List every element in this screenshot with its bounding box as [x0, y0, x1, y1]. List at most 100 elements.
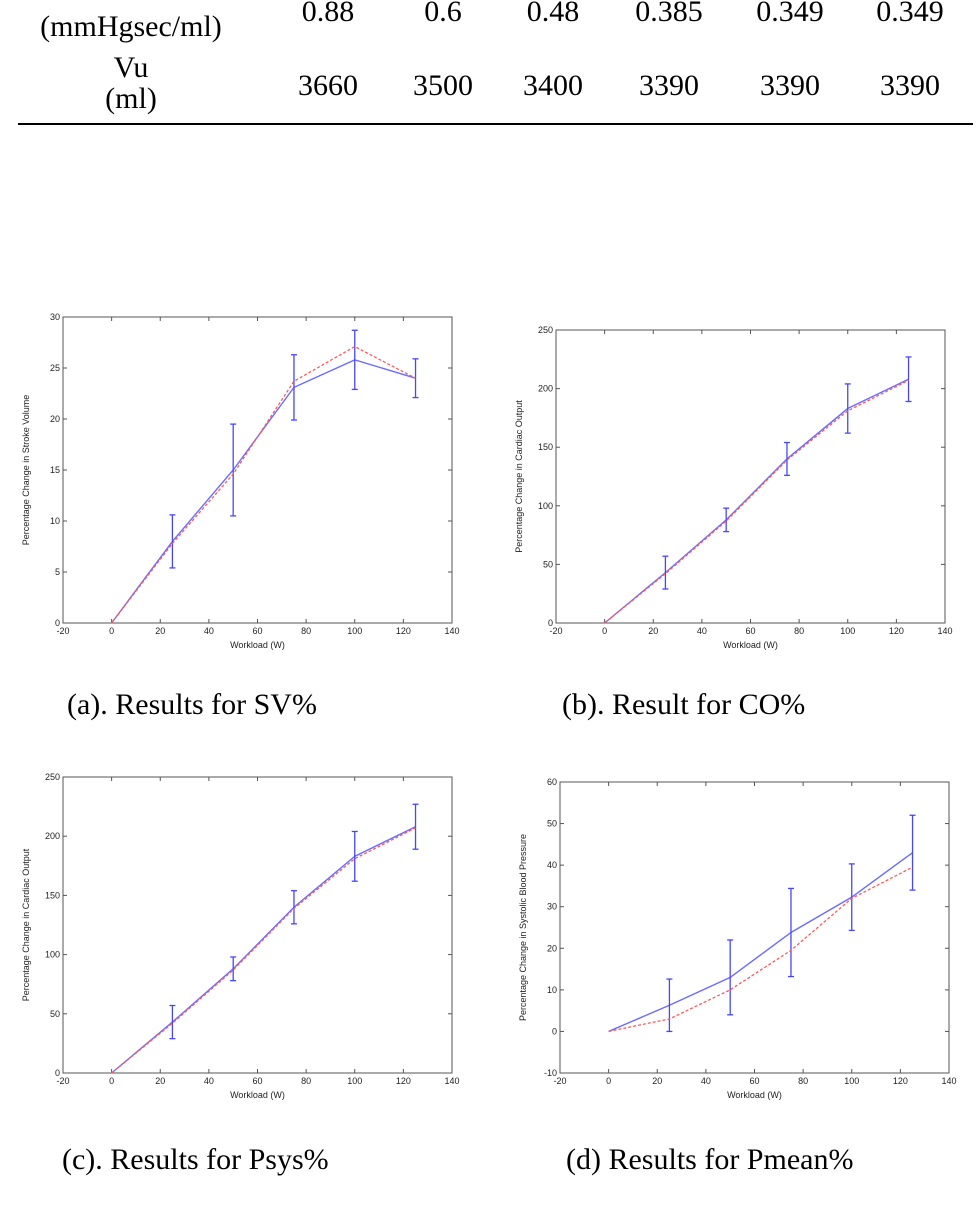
figure-a: -20 0 20 40 60 80 100 120 140 0 5 10 15 20 25 30 Workloa…: [15, 305, 470, 665]
table-cell: 3390: [639, 69, 699, 102]
plot-frame: [62, 776, 453, 1074]
y-tick-label: 0: [55, 1068, 60, 1078]
y-tick-label: 150: [538, 442, 553, 452]
table-row: Vu (ml) 3660 3500 3400 3390 3390 3390: [0, 52, 977, 122]
table-cell: 0.349: [756, 0, 824, 28]
x-tick-label: 0: [606, 1076, 611, 1086]
caption-d: (d) Results for Pmean%: [566, 1143, 854, 1176]
table-cell: 0.48: [526, 0, 580, 28]
x-tick-label: 60: [749, 1076, 759, 1086]
x-tick-label: 40: [204, 626, 214, 636]
x-axis-label: Workload (W): [230, 640, 285, 650]
measured-data-line: [111, 827, 416, 1074]
y-tick-label: 0: [548, 618, 553, 628]
y-tick-label: 0: [55, 618, 60, 628]
model-line: [604, 378, 909, 624]
x-tick-label: 140: [941, 1076, 956, 1086]
x-tick-label: 20: [648, 626, 658, 636]
figure-d: -20 0 20 40 60 80 100 120 140 -10 0 10 20 30 40 50 60 Wor…: [512, 770, 967, 1115]
x-tick-label: 140: [444, 626, 459, 636]
x-tick-label: 20: [155, 626, 165, 636]
parameter-table-fragment: (mmHgsec/ml) 0.88 0.6 0.48 0.385 0.349 0…: [0, 0, 977, 130]
x-axis-label: Workload (W): [230, 1090, 285, 1100]
chart-pmean: -20 0 20 40 60 80 100 120 140 -10 0 10 20 30 40 50 60 Wor…: [518, 777, 957, 1100]
caption-c: (c). Results for Psys%: [62, 1143, 329, 1176]
y-tick-label: 40: [547, 860, 557, 870]
row-label: (mmHgsec/ml): [40, 10, 222, 43]
y-tick-label: 30: [547, 902, 557, 912]
x-tick-label: 100: [347, 1076, 362, 1086]
plot-frame: [62, 316, 453, 624]
y-tick-label: 100: [538, 501, 553, 511]
y-tick-label: 20: [50, 414, 60, 424]
table-bottom-rule: [18, 123, 973, 125]
table-cell: 0.349: [876, 0, 944, 28]
y-tick-label: 60: [547, 777, 557, 787]
plot-frame: [555, 329, 946, 624]
x-tick-label: 120: [396, 626, 411, 636]
y-tick-label: 50: [543, 559, 553, 569]
x-tick-label: -20: [553, 1076, 566, 1086]
table-cell: 3390: [880, 69, 940, 102]
x-axis-label: Workload (W): [727, 1090, 782, 1100]
chart-co: -20 0 20 40 60 80 100 120 140050100150200250Work…: [514, 325, 953, 650]
x-tick-label: 80: [794, 626, 804, 636]
y-tick-label: 25: [50, 363, 60, 373]
y-tick-label: 30: [50, 312, 60, 322]
x-tick-label: 20: [652, 1076, 662, 1086]
x-tick-label: 120: [396, 1076, 411, 1086]
x-tick-label: 40: [697, 626, 707, 636]
x-axis-label: Workload (W): [723, 640, 778, 650]
x-tick-label: -20: [549, 626, 562, 636]
x-tick-label: 120: [893, 1076, 908, 1086]
y-tick-label: 50: [50, 1009, 60, 1019]
y-tick-label: 200: [538, 384, 553, 394]
figure-b: -20 0 20 40 60 80 100 120 140 0 50 100 150 200 250 Work…: [508, 318, 963, 665]
y-tick-label: 250: [538, 325, 553, 335]
y-tick-label: 10: [547, 985, 557, 995]
y-tick-label: 20: [547, 943, 557, 953]
model-line: [608, 852, 913, 1033]
caption-b: (b). Result for CO%: [562, 688, 806, 721]
y-axis-label: Percentage Change in Stroke Volume: [21, 395, 31, 546]
x-tick-label: 80: [301, 1076, 311, 1086]
measured-data-line: [604, 379, 909, 624]
table-cell: 0.88: [301, 0, 355, 28]
x-tick-label: 40: [701, 1076, 711, 1086]
y-tick-label: 100: [45, 950, 60, 960]
x-tick-label: 140: [444, 1076, 459, 1086]
plot-frame: [559, 781, 950, 1074]
x-tick-label: 60: [252, 626, 262, 636]
table-cell: 3390: [760, 69, 820, 102]
y-tick-label: 10: [50, 516, 60, 526]
measured-data-line: [111, 345, 416, 624]
y-tick-label: 5: [55, 567, 60, 577]
y-tick-label: -10: [544, 1068, 557, 1078]
x-tick-label: 140: [937, 626, 952, 636]
table-cell: 3500: [413, 69, 473, 102]
table-row: (mmHgsec/ml) 0.88 0.6 0.48 0.385 0.349 0…: [0, 0, 977, 50]
row-label: Vu (ml): [105, 51, 157, 115]
y-tick-label: 200: [45, 831, 60, 841]
y-axis-label: Percentage Change in Cardiac Output: [21, 848, 31, 1001]
y-tick-label: 150: [45, 890, 60, 900]
table-cell: 3400: [523, 69, 583, 102]
y-tick-label: 250: [45, 772, 60, 782]
x-tick-label: 0: [602, 626, 607, 636]
caption-a: (a). Results for SV%: [67, 688, 317, 721]
x-tick-label: 60: [252, 1076, 262, 1086]
y-axis-label: Percentage Change in Systolic Blood Pres…: [518, 834, 528, 1021]
y-tick-label: 50: [547, 819, 557, 829]
measured-data-line: [608, 866, 913, 1033]
x-tick-label: -20: [56, 626, 69, 636]
x-tick-label: 20: [155, 1076, 165, 1086]
x-tick-label: 100: [347, 626, 362, 636]
figure-c: -20 0 20 40 60 80 100 120 140 0 50 100 150 200 250 Work…: [15, 765, 470, 1115]
y-tick-label: 15: [50, 465, 60, 475]
table-cell: 3660: [298, 69, 358, 102]
table-cell: 0.6: [424, 0, 462, 28]
model-line: [111, 826, 416, 1074]
chart-sv: -20 0 20 40 60 80 100 120 140051015202530Workloa…: [21, 312, 460, 650]
x-tick-label: 100: [840, 626, 855, 636]
x-tick-label: -20: [56, 1076, 69, 1086]
